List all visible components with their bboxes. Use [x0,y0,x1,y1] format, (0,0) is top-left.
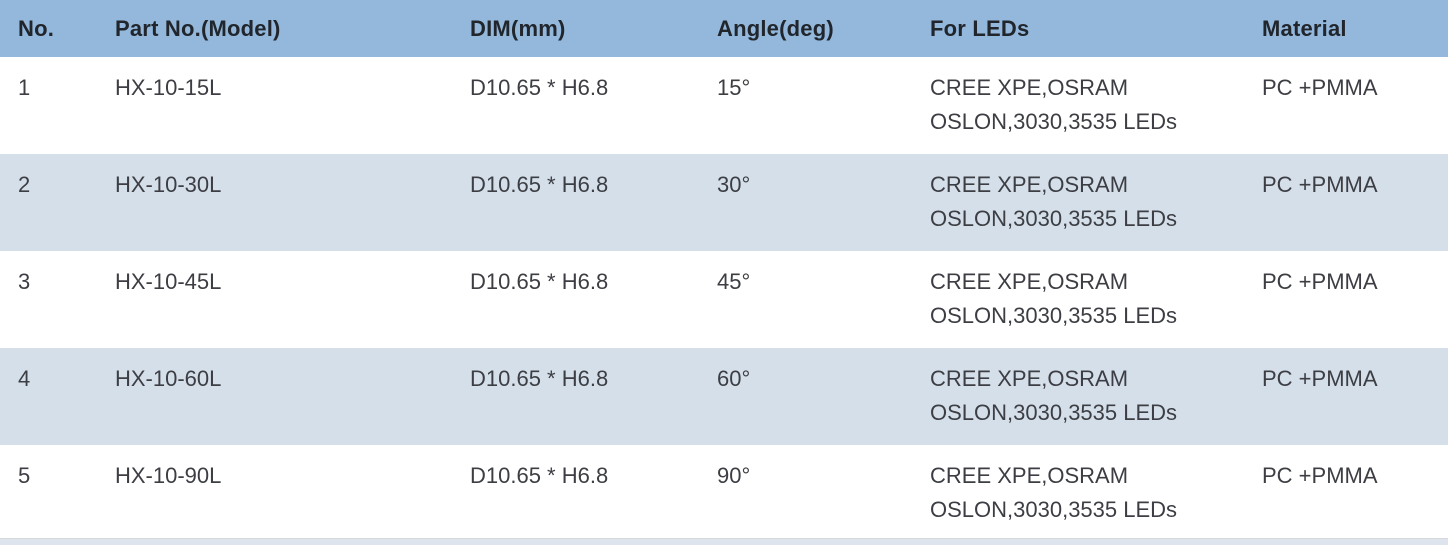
for-leds-line: OSLON,3030,3535 LEDs [930,400,1178,425]
for-leds-line: OSLON,3030,3535 LEDs [930,109,1178,134]
table-header-row: No. Part No.(Model) DIM(mm) Angle(deg) F… [0,0,1448,57]
cell-for-leds: CREE XPE,OSRAM OSLON,3030,3535 LEDs [912,154,1244,251]
for-leds-line: CREE XPE,OSRAM [930,172,1129,197]
column-header-no: No. [18,15,55,41]
for-leds-line: OSLON,3030,3535 LEDs [930,497,1178,522]
cell-no: 1 [18,75,31,100]
partial-next-row-strip [0,538,1448,545]
for-leds-line: OSLON,3030,3535 LEDs [930,206,1178,231]
cell-part-no: HX-10-60L [115,366,222,391]
cell-no: 3 [18,269,31,294]
cell-dim: D10.65 * H6.8 [470,75,609,100]
column-header-dim: DIM(mm) [470,15,566,41]
cell-dim: D10.65 * H6.8 [470,366,609,391]
cell-angle: 60° [717,366,751,391]
for-leds-line: CREE XPE,OSRAM [930,463,1129,488]
cell-for-leds: CREE XPE,OSRAM OSLON,3030,3535 LEDs [912,251,1244,348]
cell-for-leds: CREE XPE,OSRAM OSLON,3030,3535 LEDs [912,445,1244,538]
cell-part-no: HX-10-30L [115,172,222,197]
column-header-part-no: Part No.(Model) [115,15,281,41]
cell-for-leds: CREE XPE,OSRAM OSLON,3030,3535 LEDs [912,57,1244,154]
table-row: 1 HX-10-15L D10.65 * H6.8 15° CREE XPE,O… [0,57,1448,154]
table-row: 5 HX-10-90L D10.65 * H6.8 90° CREE XPE,O… [0,445,1448,538]
cell-angle: 90° [717,463,751,488]
cell-material: PC +PMMA [1262,269,1378,294]
cell-dim: D10.65 * H6.8 [470,269,609,294]
for-leds-line: CREE XPE,OSRAM [930,269,1129,294]
table-row: 4 HX-10-60L D10.65 * H6.8 60° CREE XPE,O… [0,348,1448,445]
cell-part-no: HX-10-45L [115,269,222,294]
for-leds-line: OSLON,3030,3535 LEDs [930,303,1178,328]
cell-material: PC +PMMA [1262,463,1378,488]
cell-part-no: HX-10-90L [115,463,222,488]
cell-material: PC +PMMA [1262,366,1378,391]
cell-no: 4 [18,366,31,391]
column-header-angle: Angle(deg) [717,15,834,41]
cell-no: 5 [18,463,31,488]
cell-material: PC +PMMA [1262,75,1378,100]
column-header-material: Material [1262,15,1347,41]
for-leds-line: CREE XPE,OSRAM [930,75,1129,100]
cell-material: PC +PMMA [1262,172,1378,197]
for-leds-line: CREE XPE,OSRAM [930,366,1129,391]
cell-angle: 30° [717,172,751,197]
cell-no: 2 [18,172,31,197]
table-row: 2 HX-10-30L D10.65 * H6.8 30° CREE XPE,O… [0,154,1448,251]
cell-angle: 15° [717,75,751,100]
column-header-for-leds: For LEDs [930,15,1030,41]
table-row: 3 HX-10-45L D10.65 * H6.8 45° CREE XPE,O… [0,251,1448,348]
cell-for-leds: CREE XPE,OSRAM OSLON,3030,3535 LEDs [912,348,1244,445]
cell-dim: D10.65 * H6.8 [470,463,609,488]
cell-part-no: HX-10-15L [115,75,222,100]
cell-angle: 45° [717,269,751,294]
cell-dim: D10.65 * H6.8 [470,172,609,197]
